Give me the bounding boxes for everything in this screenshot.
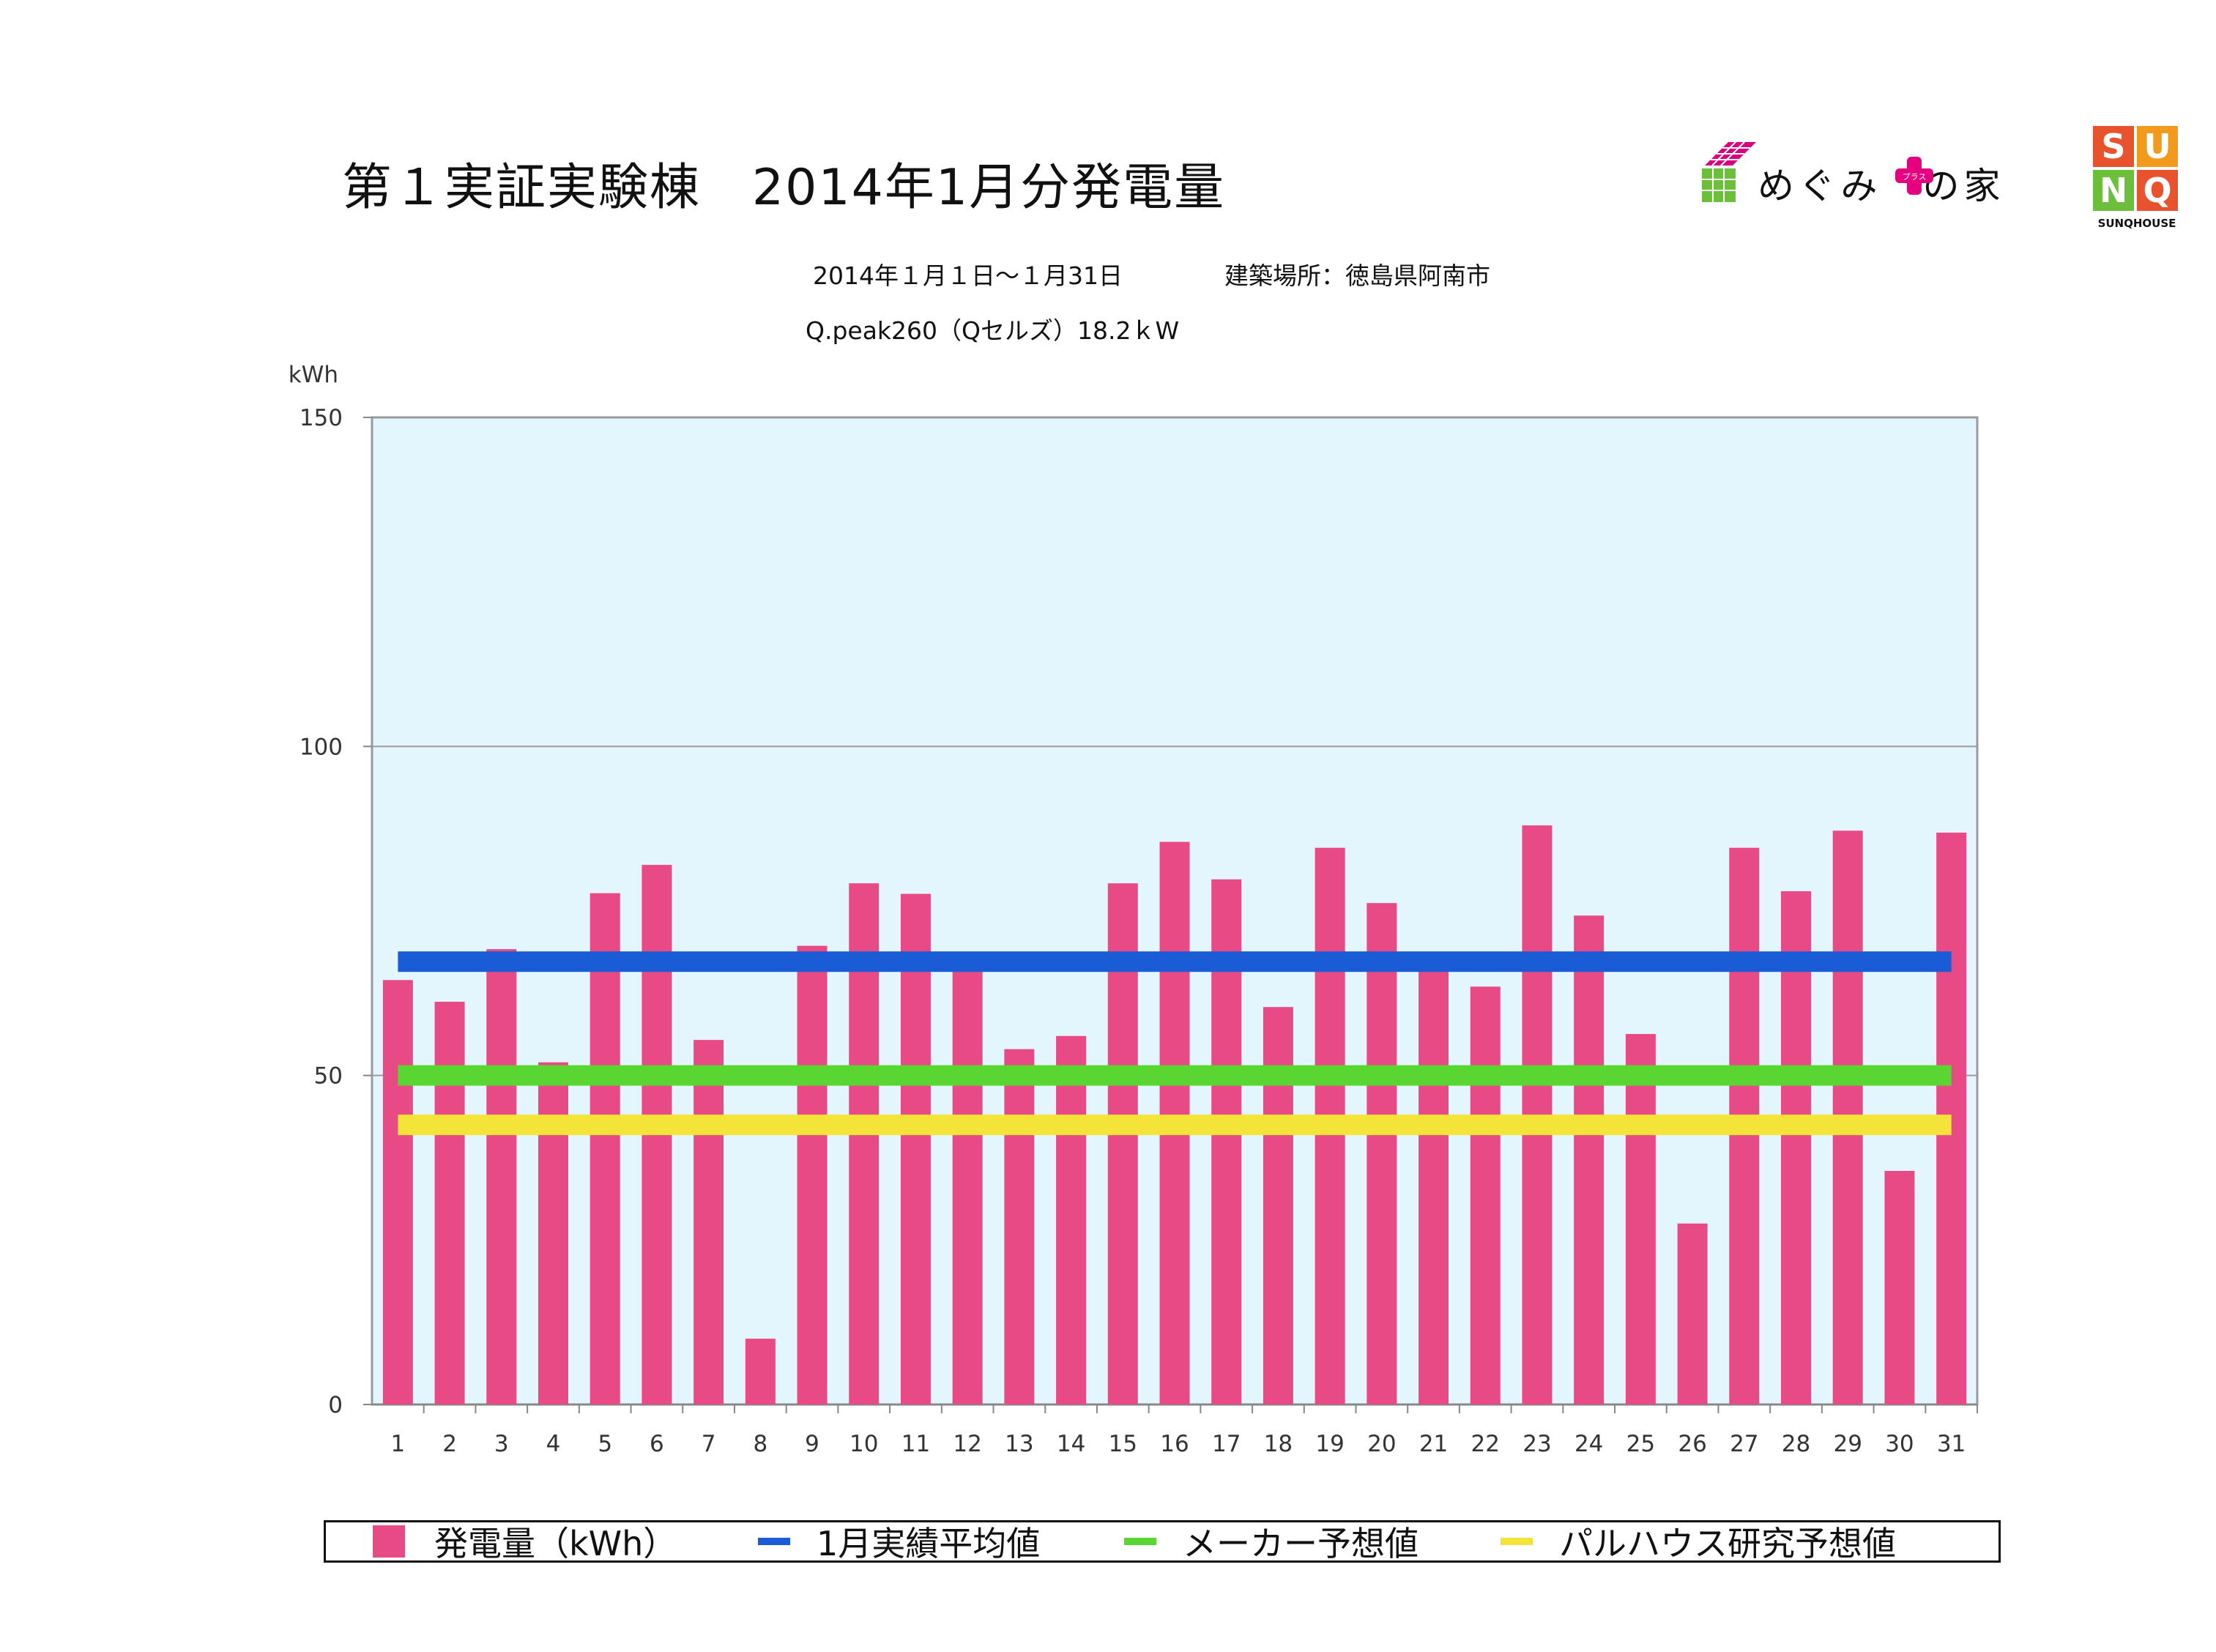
bar-day-3	[486, 949, 517, 1404]
x-tick-label: 10	[849, 1431, 878, 1457]
bar-day-26	[1677, 1223, 1708, 1404]
legend-label-research: パルハウス研究予想値	[1559, 1524, 1896, 1563]
x-tick-label: 8	[753, 1431, 767, 1457]
y-tick-label: 150	[300, 405, 343, 431]
x-tick-label: 17	[1212, 1431, 1241, 1457]
plus-icon: プラス	[1895, 157, 1933, 195]
bar-day-13	[1004, 1049, 1035, 1404]
bar-day-28	[1781, 891, 1812, 1404]
x-tick-label: 27	[1730, 1431, 1758, 1457]
bar-day-22	[1470, 986, 1501, 1404]
sunq-letter-u: U	[2137, 126, 2178, 167]
x-tick-label: 12	[953, 1431, 981, 1457]
bar-day-14	[1056, 1035, 1087, 1404]
legend-item-maker: メーカー予想値	[1124, 1522, 1419, 1563]
bar-day-7	[694, 1040, 724, 1404]
bar-day-20	[1367, 903, 1397, 1404]
x-tick-label: 3	[494, 1431, 509, 1457]
legend-swatch-research	[1501, 1538, 1533, 1545]
bar-day-5	[590, 893, 620, 1404]
x-tick-label: 20	[1367, 1431, 1396, 1457]
x-tick-label: 15	[1109, 1431, 1137, 1457]
sunq-logo: S U N Q SUNQHOUSE	[2093, 126, 2181, 233]
x-tick-label: 28	[1782, 1431, 1810, 1457]
bar-day-21	[1419, 961, 1449, 1404]
x-tick-label: 14	[1057, 1431, 1085, 1457]
x-tick-label: 24	[1574, 1431, 1603, 1457]
legend-swatch-maker	[1124, 1538, 1156, 1545]
bar-day-12	[952, 967, 983, 1404]
x-tick-label: 21	[1419, 1431, 1448, 1457]
y-tick-label: 100	[300, 734, 343, 760]
megumi-logo: めぐみ の家 プラス	[1699, 138, 2036, 218]
x-tick-label: 19	[1315, 1431, 1344, 1457]
bar-day-8	[745, 1339, 776, 1404]
bar-day-9	[797, 945, 828, 1404]
x-tick-label: 11	[901, 1431, 930, 1457]
y-tick-label: 50	[314, 1063, 343, 1090]
x-tick-label: 2	[442, 1431, 457, 1457]
legend-label-generation: 発電量（kWh）	[434, 1524, 677, 1563]
bar-day-25	[1625, 1034, 1656, 1404]
chart-title: 第１実証実験棟 2014年1月分発電量	[341, 159, 1226, 217]
bar-day-24	[1574, 915, 1605, 1404]
bar-day-11	[900, 893, 931, 1404]
x-tick-label: 7	[702, 1431, 716, 1457]
x-tick-label: 29	[1833, 1431, 1862, 1457]
bar-day-2	[434, 1002, 465, 1404]
legend-item-average: 1月実績平均値	[758, 1522, 1040, 1563]
x-tick-label: 22	[1471, 1431, 1500, 1457]
x-tick-label: 5	[598, 1431, 612, 1457]
x-tick-label: 13	[1005, 1431, 1033, 1457]
x-tick-label: 26	[1678, 1431, 1706, 1457]
x-tick-label: 9	[805, 1431, 819, 1457]
x-tick-label: 6	[650, 1431, 664, 1457]
x-tick-label: 31	[1937, 1431, 1966, 1457]
legend-label-average: 1月実績平均値	[817, 1524, 1041, 1563]
legend-item-generation: 発電量（kWh）	[373, 1522, 677, 1563]
x-tick-label: 23	[1522, 1431, 1551, 1457]
y-tick-label: 0	[328, 1392, 343, 1418]
legend: 発電量（kWh） 1月実績平均値 メーカー予想値 パルハウス研究予想値	[324, 1520, 2001, 1563]
sunq-letter-q: Q	[2137, 170, 2178, 211]
period-text: 2014年１月１日〜１月31日	[813, 261, 1123, 290]
x-tick-label: 30	[1885, 1431, 1914, 1457]
x-tick-label: 1	[390, 1431, 405, 1457]
solar-house-icon	[1702, 141, 1756, 202]
legend-item-research: パルハウス研究予想値	[1501, 1522, 1896, 1563]
x-tick-label: 18	[1264, 1431, 1293, 1457]
megumi-logo-text: めぐみ の家	[1758, 165, 2005, 207]
x-tick-label: 4	[546, 1431, 561, 1457]
legend-swatch-average	[758, 1538, 790, 1545]
bar-day-4	[538, 1062, 568, 1404]
bar-day-30	[1884, 1170, 1915, 1404]
sunq-letter-n: N	[2093, 170, 2134, 211]
sunq-caption: SUNQHOUSE	[2097, 217, 2176, 230]
sunq-letter-s: S	[2093, 126, 2134, 167]
x-tick-label: 25	[1626, 1431, 1655, 1457]
x-tick-label: 16	[1160, 1431, 1189, 1457]
location-text: 建築場所：徳島県阿南市	[1224, 261, 1490, 290]
y-axis-label: kWh	[289, 362, 338, 388]
plus-label: プラス	[1903, 172, 1927, 182]
bar-day-1	[382, 980, 413, 1404]
panel-info-text: Q.peak260（Qセルズ）18.2ｋW	[806, 316, 1180, 345]
legend-swatch-generation	[373, 1525, 405, 1558]
legend-label-maker: メーカー予想値	[1183, 1524, 1419, 1563]
